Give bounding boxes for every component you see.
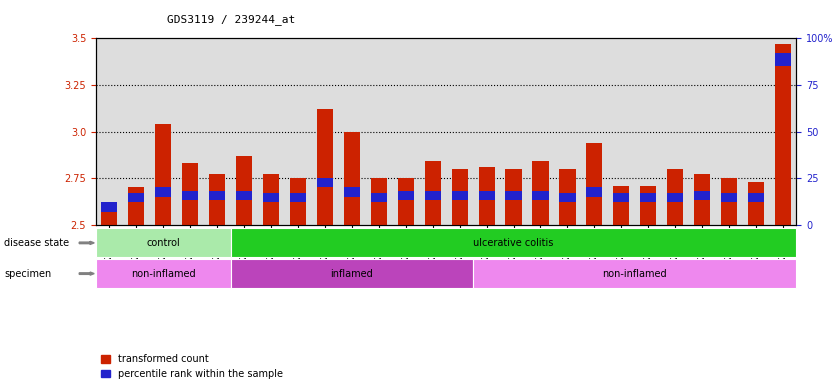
Bar: [231, 228, 796, 257]
Bar: [263, 193, 279, 202]
Bar: [694, 191, 711, 200]
Bar: [344, 131, 360, 225]
Bar: [209, 191, 225, 200]
Bar: [641, 185, 656, 225]
Text: specimen: specimen: [4, 268, 52, 279]
Bar: [641, 193, 656, 202]
Bar: [613, 185, 630, 225]
Bar: [451, 169, 468, 225]
Bar: [667, 169, 683, 225]
Bar: [748, 182, 764, 225]
Bar: [613, 193, 630, 202]
Text: non-inflamed: non-inflamed: [602, 268, 667, 279]
Bar: [263, 174, 279, 225]
Bar: [182, 191, 198, 200]
Bar: [344, 187, 360, 197]
Bar: [775, 44, 791, 225]
Bar: [473, 259, 796, 288]
Bar: [398, 178, 414, 225]
Bar: [667, 193, 683, 202]
Text: disease state: disease state: [4, 238, 69, 248]
Bar: [96, 259, 231, 288]
Bar: [209, 174, 225, 225]
Bar: [532, 191, 549, 200]
Bar: [560, 193, 575, 202]
Bar: [694, 174, 711, 225]
Bar: [128, 193, 144, 202]
Bar: [425, 191, 441, 200]
Bar: [371, 193, 387, 202]
Bar: [317, 109, 333, 225]
Bar: [231, 259, 473, 288]
Bar: [586, 143, 602, 225]
Bar: [775, 53, 791, 66]
Bar: [586, 187, 602, 197]
Bar: [425, 161, 441, 225]
Bar: [317, 178, 333, 187]
Bar: [505, 191, 521, 200]
Text: GDS3119 / 239244_at: GDS3119 / 239244_at: [167, 14, 295, 25]
Bar: [182, 163, 198, 225]
Bar: [371, 178, 387, 225]
Bar: [101, 202, 118, 225]
Bar: [290, 178, 306, 225]
Bar: [155, 187, 171, 197]
Bar: [290, 193, 306, 202]
Text: ulcerative colitis: ulcerative colitis: [474, 238, 554, 248]
Bar: [721, 178, 737, 225]
Bar: [128, 187, 144, 225]
Bar: [101, 202, 118, 212]
Bar: [398, 191, 414, 200]
Bar: [236, 191, 252, 200]
Text: control: control: [147, 238, 180, 248]
Text: non-inflamed: non-inflamed: [131, 268, 196, 279]
Bar: [479, 191, 495, 200]
Bar: [96, 228, 231, 257]
Bar: [560, 169, 575, 225]
Legend: transformed count, percentile rank within the sample: transformed count, percentile rank withi…: [101, 354, 284, 379]
Bar: [748, 193, 764, 202]
Text: inflamed: inflamed: [330, 268, 374, 279]
Bar: [155, 124, 171, 225]
Bar: [505, 169, 521, 225]
Bar: [451, 191, 468, 200]
Bar: [532, 161, 549, 225]
Bar: [721, 193, 737, 202]
Bar: [236, 156, 252, 225]
Bar: [479, 167, 495, 225]
